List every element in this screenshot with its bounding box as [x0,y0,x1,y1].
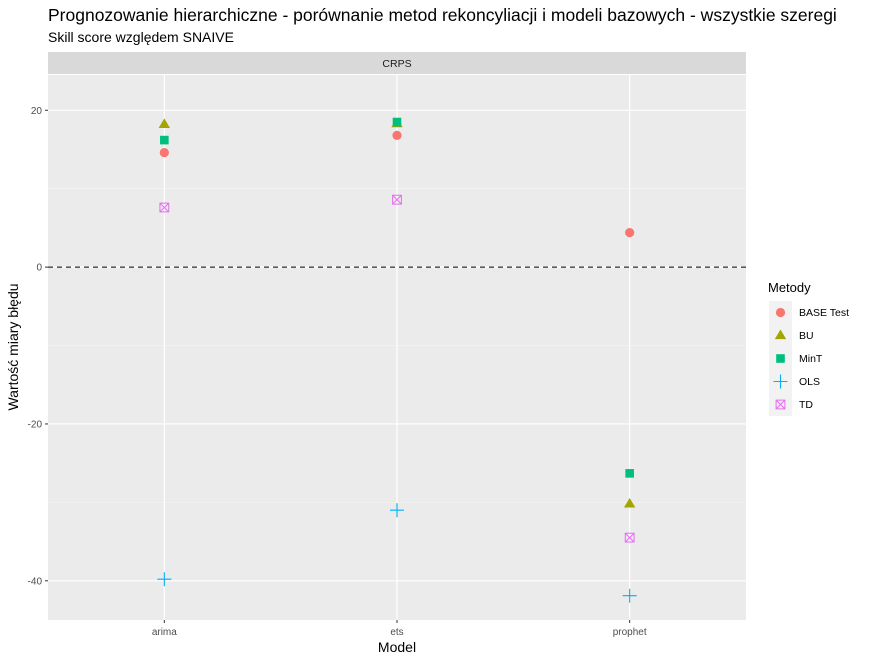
point-mint-ets [392,117,402,127]
point-td-arima [159,202,170,213]
y-tick-label: -40 [28,576,43,587]
chart-title: Prognozowanie hierarchiczne - porównanie… [48,5,837,25]
legend-key-bu [774,329,787,340]
legend-label: BU [799,330,814,342]
legend-label: MinT [799,353,823,365]
legend-key-td [775,399,786,410]
legend-key-mint [776,354,785,363]
y-tick-label: 20 [31,106,43,117]
x-axis-title: Model [378,639,416,655]
legend-label: BASE Test [799,307,849,319]
y-tick-label: 0 [36,263,42,274]
point-td-ets [392,194,402,205]
facet-strip [48,52,746,74]
y-tick-label: -20 [28,419,43,430]
legend-label: OLS [799,376,820,388]
legend-key-ols [773,374,788,389]
x-tick-label: arima [152,627,177,638]
legend-label: TD [799,399,813,411]
point-base-test-prophet [625,228,635,238]
point-ols-arima [157,572,172,587]
y-axis-title: Wartość miary błędu [5,283,21,410]
x-axis: arima ets prophet [152,620,647,638]
data-points [157,117,637,603]
point-td-prophet [624,532,635,543]
legend-key-base-test [775,307,786,318]
point-mint-arima [160,135,169,145]
point-ols-prophet [622,588,637,603]
chart-subtitle: Skill score względem SNAIVE [48,29,234,45]
x-tick-label: ets [390,627,403,638]
legend-title: Metody [768,280,811,295]
point-bu-prophet [623,497,636,508]
point-base-test-ets [392,130,402,140]
x-tick-label: prophet [613,627,647,638]
facet-label: CRPS [382,58,411,70]
y-axis: -40 -20 0 20 [28,106,48,587]
point-base-test-arima [159,148,169,158]
legend: Metody BASE Test BU MinT OLS TD [768,280,849,416]
point-mint-prophet [625,469,634,478]
point-bu-arima [158,118,171,129]
point-ols-ets [390,503,404,518]
